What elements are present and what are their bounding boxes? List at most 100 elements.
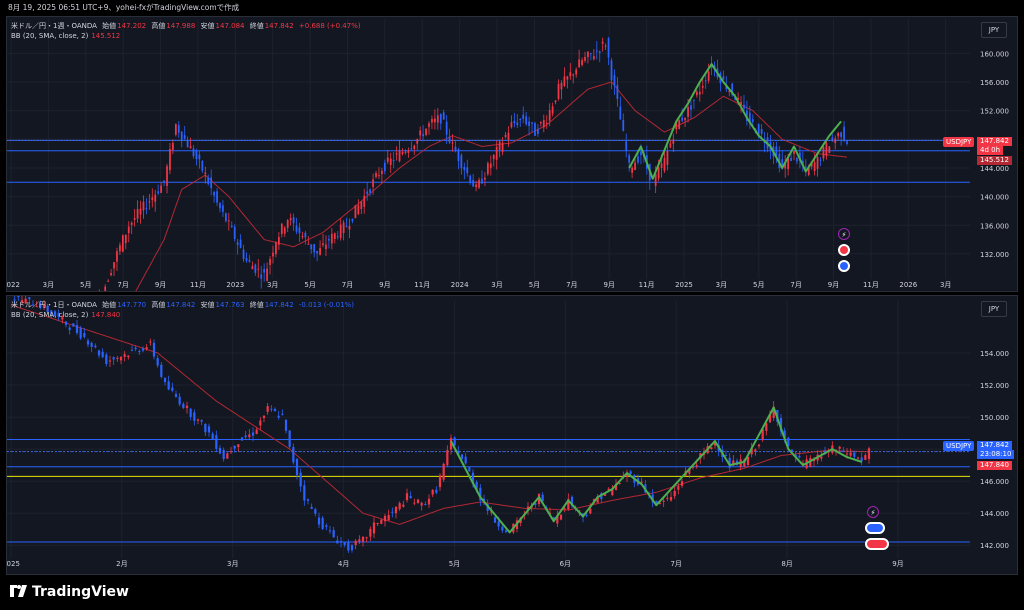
candle-body <box>472 179 475 187</box>
x-tick-label: 9月 <box>155 281 166 289</box>
candle-body <box>336 236 339 238</box>
candle-body <box>688 468 691 474</box>
candle-body <box>522 114 525 119</box>
candle-body <box>867 448 871 460</box>
candle-body <box>39 303 42 308</box>
bb-indicator-label[interactable]: BB (20, SMA, close, 2) <box>11 311 89 319</box>
candle-body <box>424 503 427 505</box>
bb-indicator-label[interactable]: BB (20, SMA, close, 2) <box>11 32 89 40</box>
candle-body <box>277 415 280 418</box>
candle-body <box>298 227 301 234</box>
candle-body <box>442 463 445 480</box>
candle-body <box>439 114 442 124</box>
candle-body <box>156 358 159 366</box>
candle-body <box>35 306 38 308</box>
candle-body <box>436 115 439 123</box>
event-flags-group-icon-2[interactable] <box>865 538 889 550</box>
event-flags-group-icon[interactable] <box>865 522 885 534</box>
candle-body <box>369 528 372 537</box>
x-tick-label: 7月 <box>790 281 801 289</box>
candle-body <box>332 530 335 538</box>
x-tick-label: 5月 <box>529 281 540 289</box>
candle-body <box>504 134 507 137</box>
y-tick-label: 132.000 <box>980 251 1009 259</box>
candle-body <box>395 153 398 155</box>
candle-body <box>497 521 500 527</box>
event-flag-icon[interactable] <box>838 244 850 256</box>
candle-body <box>813 162 816 172</box>
candle-body <box>387 514 390 521</box>
candle-body <box>460 454 464 460</box>
currency-button[interactable]: JPY <box>981 301 1007 317</box>
weekly-chart-pane[interactable]: 2022 3月 5月 7月 9月 11月 2023 3月 5月 7月 9月 11月 2024 3月 5月 7月… <box>6 16 1018 292</box>
candle-body <box>779 418 783 432</box>
candle-body <box>240 437 244 441</box>
candle-body <box>31 304 35 306</box>
daily-chart-pane[interactable]: 2025 2月 3月 4月 5月 6月 7月 8月 9月 154.000 152.000 150.00… <box>6 295 1018 575</box>
candle-body <box>669 496 673 501</box>
candle-body <box>537 128 539 135</box>
candle-body <box>380 519 383 524</box>
candle-body <box>244 435 247 438</box>
low-label: 安値 <box>200 22 215 30</box>
candle-body <box>248 434 251 438</box>
candle-body <box>233 445 236 449</box>
candle-body <box>404 151 407 153</box>
candle-body <box>350 545 354 551</box>
candle-body <box>809 458 812 468</box>
candle-body <box>737 97 739 100</box>
candle-body <box>142 201 145 211</box>
candle-body <box>757 124 760 137</box>
candle-body <box>787 437 790 446</box>
event-us-flag-icon[interactable] <box>838 260 850 272</box>
close-label: 終値 <box>249 301 264 309</box>
event-lightning-icon[interactable]: ⚡ <box>867 506 879 518</box>
candle-body <box>104 286 107 291</box>
candle-body <box>728 90 731 92</box>
candle-body <box>365 537 368 539</box>
candle-body <box>810 162 813 167</box>
candle-body <box>554 100 557 103</box>
candle-body <box>698 91 701 95</box>
candle-body <box>198 154 201 160</box>
candle-body <box>97 350 101 356</box>
candle-body <box>358 539 361 542</box>
candle-body <box>807 167 810 176</box>
candle-body <box>654 173 657 187</box>
candle-body <box>79 328 82 339</box>
daily-chart-svg[interactable]: 2025 2月 3月 4月 5月 6月 7月 8月 9月 154.000 152.000 150.00… <box>7 296 1018 575</box>
candle-body <box>357 205 360 215</box>
candle-body <box>662 500 665 502</box>
candle-body <box>354 540 357 545</box>
close-value: 147.842 <box>264 22 294 30</box>
candle-body <box>790 449 794 451</box>
candle-body <box>225 213 227 222</box>
x-tick-label: 5月 <box>80 281 91 289</box>
candle-body <box>342 222 345 234</box>
candle-body <box>431 118 433 123</box>
x-tick-label: 2月 <box>116 560 127 568</box>
event-lightning-icon[interactable]: ⚡ <box>838 228 850 240</box>
candle-body <box>167 381 170 390</box>
candle-body <box>215 435 218 449</box>
tradingview-logo[interactable]: TradingView <box>10 584 129 600</box>
close-value: 147.842 <box>264 301 294 309</box>
candle-body <box>570 496 574 506</box>
candle-body <box>801 462 805 464</box>
weekly-chart-svg[interactable]: 2022 3月 5月 7月 9月 11月 2023 3月 5月 7月 9月 11月 2024 3月 5月 7月… <box>7 17 1018 292</box>
x-tick-label: 8月 <box>781 560 792 568</box>
candle-body <box>768 414 772 423</box>
candle-body <box>754 449 757 452</box>
candle-body <box>731 83 734 96</box>
candle-body <box>392 160 395 162</box>
candle-body <box>489 163 492 168</box>
x-tick-label: 9月 <box>603 281 614 289</box>
currency-button[interactable]: JPY <box>981 22 1007 38</box>
candle-body <box>57 312 60 317</box>
candle-body <box>230 225 233 228</box>
candle-body <box>634 162 636 170</box>
candle-body <box>681 117 684 121</box>
candle-body <box>526 506 530 511</box>
candle-body <box>348 226 351 230</box>
candle-body <box>625 474 629 477</box>
